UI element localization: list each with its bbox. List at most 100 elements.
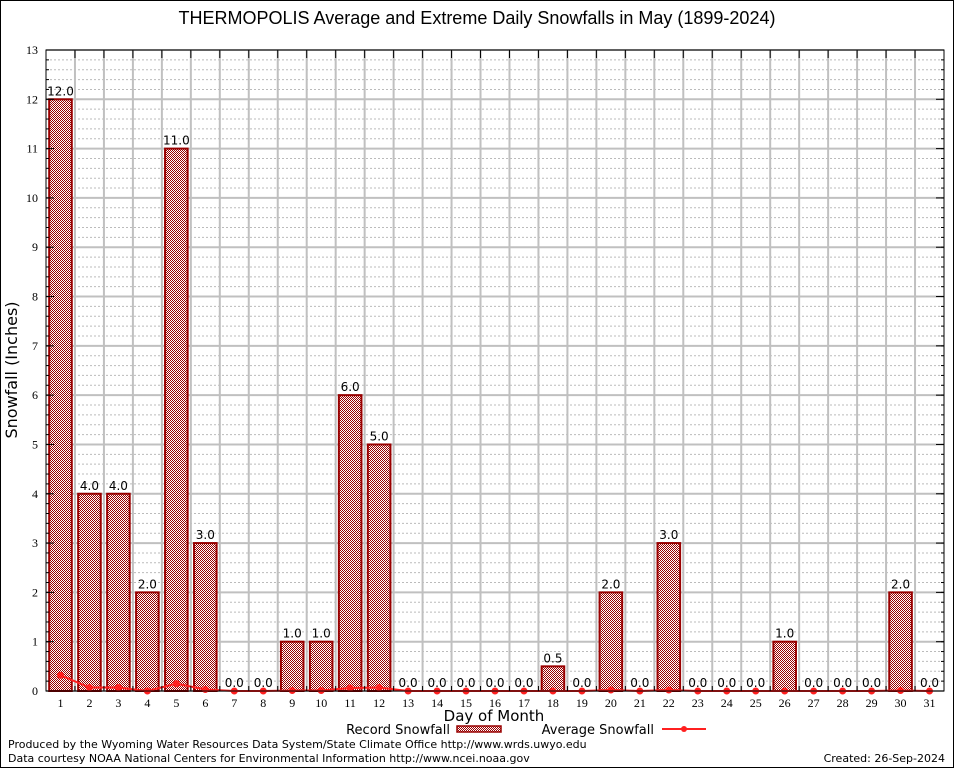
x-tick-label: 12 — [373, 696, 385, 710]
x-tick-label: 30 — [895, 696, 907, 710]
bar-label: 0.0 — [804, 676, 823, 690]
average-point — [85, 684, 93, 692]
legend: Record Snowfall Average Snowfall — [346, 723, 706, 738]
x-tick-label: 1 — [57, 696, 63, 710]
y-tick-label: 1 — [32, 635, 38, 649]
average-point — [201, 686, 209, 694]
x-tick-label: 13 — [402, 696, 414, 710]
average-point — [56, 671, 64, 679]
bar-label: 5.0 — [370, 429, 389, 443]
bar-label: 0.0 — [456, 676, 475, 690]
x-tick-label: 3 — [115, 696, 121, 710]
x-tick-label: 11 — [344, 696, 356, 710]
bar-day-2 — [77, 492, 102, 692]
y-tick-label: 13 — [26, 43, 38, 57]
bar-label: 2.0 — [891, 577, 910, 591]
bar-label: 4.0 — [80, 479, 99, 493]
y-tick-label: 6 — [32, 388, 38, 402]
bar-label: 0.0 — [833, 676, 852, 690]
x-tick-label: 29 — [866, 696, 878, 710]
footer-created: Created: 26-Sep-2024 — [823, 752, 945, 765]
x-tick-label: 8 — [260, 696, 266, 710]
average-point — [607, 686, 615, 694]
bar-day-11 — [337, 394, 363, 692]
legend-swatch-record — [456, 725, 502, 733]
x-tick-label: 28 — [837, 696, 849, 710]
bar-label: 3.0 — [196, 528, 215, 542]
footer-produced-by: Produced by the Wyoming Water Resources … — [8, 738, 587, 751]
bar-label: 0.0 — [225, 676, 244, 690]
bar-label: 1.0 — [312, 627, 331, 641]
x-tick-label: 6 — [202, 696, 208, 710]
bar-day-18 — [540, 665, 566, 692]
y-tick-label: 7 — [32, 339, 38, 353]
bar-label: 0.0 — [630, 676, 649, 690]
x-tick-label: 7 — [231, 696, 237, 710]
bar-label: 0.0 — [920, 676, 939, 690]
legend-label-record: Record Snowfall — [346, 723, 450, 738]
bar-day-30 — [888, 591, 913, 693]
x-tick-label: 10 — [315, 696, 327, 710]
y-tick-label: 12 — [26, 92, 38, 106]
x-tick-label: 9 — [289, 696, 295, 710]
bar-day-26 — [772, 640, 797, 693]
bar-label: 0.0 — [485, 676, 504, 690]
bar-day-3 — [106, 492, 131, 692]
chart-title: THERMOPOLIS Average and Extreme Daily Sn… — [178, 8, 776, 28]
x-tick-label: 23 — [692, 696, 704, 710]
bar-label: 0.0 — [399, 676, 418, 690]
plot-frame — [45, 49, 945, 692]
x-tick-label: 20 — [605, 696, 617, 710]
bar-day-22 — [656, 542, 682, 692]
bar-label: 11.0 — [163, 134, 190, 148]
bar-label: 0.0 — [688, 676, 707, 690]
bar-label: 0.0 — [746, 676, 765, 690]
bar-day-4 — [135, 591, 160, 693]
x-tick-label: 26 — [779, 696, 791, 710]
y-tick-label: 4 — [32, 487, 38, 501]
legend-label-average: Average Snowfall — [542, 723, 654, 738]
bar-label: 6.0 — [341, 380, 360, 394]
bar-day-20 — [598, 591, 624, 693]
x-tick-label: 27 — [808, 696, 820, 710]
bar-day-5 — [164, 147, 189, 693]
bar-label: 1.0 — [775, 627, 794, 641]
x-tick-label: 21 — [634, 696, 646, 710]
x-axis-label: Day of Month — [444, 707, 545, 725]
y-tick-label: 2 — [32, 585, 38, 599]
bar-day-12 — [366, 443, 392, 693]
footer-data-courtesy: Data courtesy NOAA National Centers for … — [8, 752, 530, 765]
average-point — [172, 680, 180, 688]
bar-label: 1.0 — [283, 627, 302, 641]
x-tick-label: 19 — [576, 696, 588, 710]
x-tick-label: 25 — [750, 696, 762, 710]
x-tick-label: 24 — [721, 696, 733, 710]
x-tick-label: 22 — [663, 696, 675, 710]
average-point — [375, 684, 383, 692]
y-axis-label: Snowfall (Inches) — [2, 301, 21, 438]
bar-label: 0.0 — [717, 676, 736, 690]
x-tick-label: 4 — [144, 696, 150, 710]
bar-label: 2.0 — [138, 577, 157, 591]
x-tick-label: 31 — [924, 696, 936, 710]
y-tick-label: 9 — [32, 240, 38, 254]
bar-label: 0.0 — [514, 676, 533, 690]
bar-day-9 — [279, 640, 305, 693]
average-point — [346, 684, 354, 692]
y-tick-label: 0 — [32, 684, 38, 698]
x-tick-label: 17 — [518, 696, 530, 710]
bar-day-6 — [193, 542, 218, 692]
bar-label: 0.0 — [428, 676, 447, 690]
bar-label: 0.0 — [254, 676, 273, 690]
x-ticks: 1 2 3 4 5 6 7 8 9 10 11 12 13 14 15 16 17 18 19 20 21 22 23 24 2… — [57, 50, 936, 710]
y-tick-label: 8 — [32, 290, 38, 304]
x-tick-label: 16 — [489, 696, 501, 710]
x-tick-label: 2 — [86, 696, 92, 710]
bar-labels: 12.0 4.0 4.0 2.0 11.0 3.0 0.0 0.0 1.0 1.0 6.0 5.0 0.… — [47, 84, 939, 690]
bar-label: 4.0 — [109, 479, 128, 493]
bar-label: 12.0 — [47, 84, 74, 98]
bar-day-10 — [308, 640, 334, 693]
bar-label: 0.0 — [862, 676, 881, 690]
average-point — [665, 686, 673, 694]
